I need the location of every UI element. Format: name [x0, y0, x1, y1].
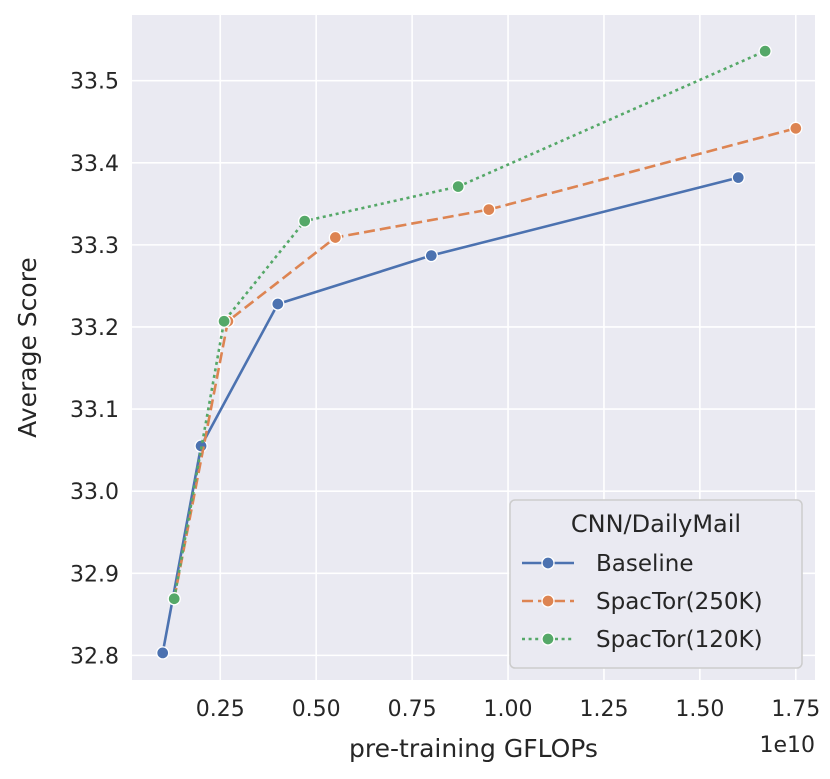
legend-label: Baseline: [596, 551, 694, 577]
x-tick-label: 1.00: [484, 697, 533, 722]
x-tick-label: 0.75: [388, 697, 437, 722]
data-point: [156, 646, 170, 660]
y-tick-label: 33.4: [70, 152, 119, 177]
data-point: [451, 179, 465, 194]
data-point: [194, 439, 208, 453]
x-tick-label: 1.75: [771, 697, 820, 722]
x-tick-label: 0.50: [292, 697, 341, 722]
legend-swatch-marker: [541, 594, 555, 608]
legend-item: SpacTor(250K): [522, 589, 763, 615]
data-point: [167, 592, 181, 606]
data-point: [217, 314, 231, 328]
legend: CNN/DailyMail Baseline SpacTor(250K) SpacT…: [509, 499, 803, 669]
x-tick-label: 1.50: [675, 697, 724, 722]
legend-label: SpacTor(120K): [596, 627, 763, 653]
y-tick-label: 33.5: [70, 70, 119, 95]
data-point: [758, 44, 772, 58]
grid: [132, 15, 815, 680]
legend-swatch-marker: [541, 556, 555, 570]
x-tick-label: 1.25: [579, 697, 628, 722]
series-0: [156, 170, 745, 660]
legend-title: CNN/DailyMail: [571, 510, 741, 538]
x-tick-labels: 0.25 0.50 0.75 1.00 1.25 1.50 1.75: [196, 697, 821, 722]
legend-swatch-marker: [541, 632, 555, 646]
x-axis-offset-label: 1e10: [759, 733, 815, 758]
y-tick-label: 32.8: [70, 644, 119, 669]
y-tick-label: 33.0: [70, 480, 119, 505]
data-point: [731, 170, 745, 185]
series-layer: [156, 44, 803, 660]
data-point: [482, 202, 496, 217]
y-tick-label: 32.9: [70, 562, 119, 587]
legend-box: [509, 499, 803, 669]
y-axis-label: Average Score: [13, 257, 42, 438]
data-point: [789, 121, 803, 135]
legend-item: SpacTor(120K): [522, 627, 763, 653]
data-point: [271, 297, 285, 311]
legend-item: Baseline: [522, 551, 694, 577]
data-point: [328, 230, 343, 245]
x-axis-label: pre-training GFLOPs: [349, 734, 598, 763]
legend-label: SpacTor(250K): [596, 589, 763, 615]
y-tick-label: 33.1: [70, 398, 119, 423]
data-point: [298, 214, 312, 228]
legend-items: Baseline SpacTor(250K) SpacTor(120K): [522, 551, 763, 653]
data-point: [424, 248, 438, 263]
y-tick-label: 33.3: [70, 234, 119, 259]
y-tick-labels: 32.8 32.9 33.0 33.1 33.2 33.3 33.4 33.5: [70, 70, 119, 670]
x-tick-label: 0.25: [196, 697, 245, 722]
y-tick-label: 33.2: [70, 316, 119, 341]
series-2: [167, 44, 772, 606]
